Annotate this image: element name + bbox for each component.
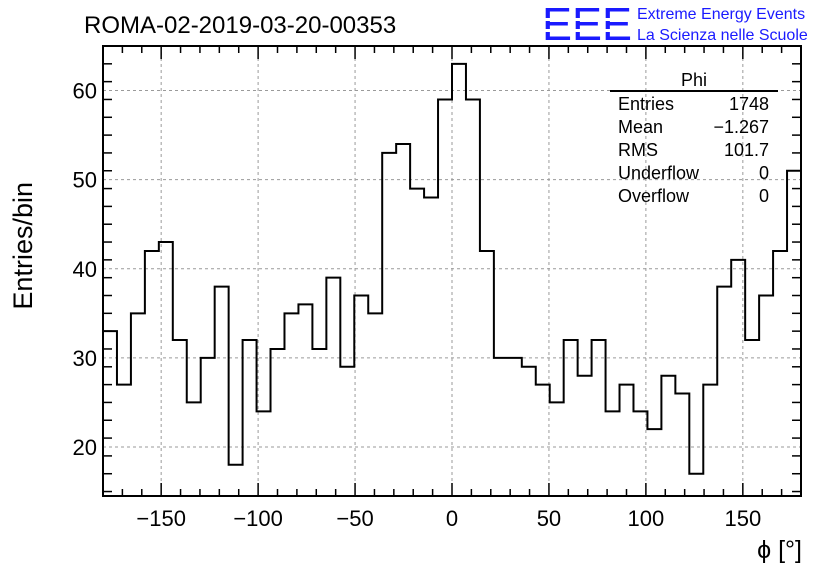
x-tick-label: −150 <box>136 506 186 531</box>
stats-value-overflow: 0 <box>759 186 769 206</box>
logo-line-2: La Scienza nelle Scuole <box>637 27 808 44</box>
stats-label-overflow: Overflow <box>618 186 690 206</box>
y-tick-label: 60 <box>73 79 97 104</box>
eee-logo: EEE <box>542 0 632 50</box>
stats-label-rms: RMS <box>618 140 658 160</box>
axis-tick-labels: −150 −100 −50 0 50 100 150 20 30 40 50 60 <box>73 79 762 531</box>
stats-value-mean: −1.267 <box>713 117 769 137</box>
y-tick-label: 40 <box>73 257 97 282</box>
stats-title: Phi <box>681 70 707 90</box>
x-tick-label: 50 <box>537 506 561 531</box>
x-tick-label: 100 <box>628 506 665 531</box>
logo-stripe-top <box>542 18 632 21</box>
stats-value-entries: 1748 <box>729 94 769 114</box>
stats-box: Phi Entries 1748 Mean −1.267 RMS 101.7 U… <box>610 70 778 206</box>
x-tick-label: −50 <box>336 506 373 531</box>
logo-line-1: Extreme Energy Events <box>637 6 805 23</box>
x-tick-label: −100 <box>233 506 283 531</box>
x-tick-label: 0 <box>446 506 458 531</box>
stats-value-underflow: 0 <box>759 163 769 183</box>
x-tick-label: 150 <box>724 506 761 531</box>
chart-title: ROMA-02-2019-03-20-00353 <box>84 12 396 39</box>
y-tick-label: 20 <box>73 435 97 460</box>
stats-label-underflow: Underflow <box>618 163 700 183</box>
stats-label-entries: Entries <box>618 94 674 114</box>
y-tick-label: 50 <box>73 168 97 193</box>
x-axis-label: ϕ [°] <box>757 536 802 564</box>
y-axis-label: Entries/bin <box>8 182 38 310</box>
stats-label-mean: Mean <box>618 117 663 137</box>
stats-value-rms: 101.7 <box>724 140 769 160</box>
histogram-line <box>103 62 801 475</box>
y-tick-label: 30 <box>73 346 97 371</box>
axis-ticks <box>102 45 802 496</box>
logo-stripe-bottom <box>542 29 632 32</box>
